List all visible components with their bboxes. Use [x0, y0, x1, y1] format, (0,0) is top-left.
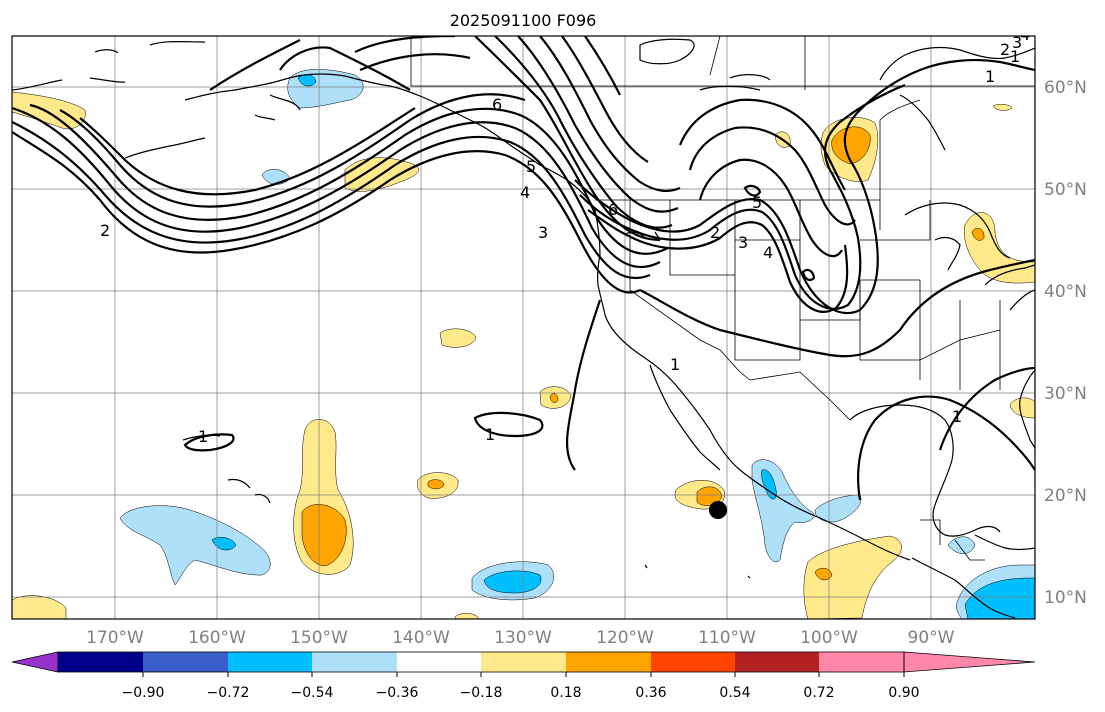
- colorbar-segment: [735, 652, 819, 672]
- political-borders: [410, 36, 1035, 561]
- lon-label: 90°W: [908, 628, 955, 648]
- negative-anomaly: [211, 537, 237, 551]
- lon-label: 140°W: [392, 628, 450, 648]
- lat-label: 30°N: [1044, 384, 1087, 404]
- lat-label: 40°N: [1044, 282, 1087, 302]
- positive-anomaly: [301, 504, 347, 567]
- contour-label: 1: [485, 425, 495, 444]
- positive-anomaly: [549, 393, 559, 404]
- contour-label: 6: [492, 95, 502, 114]
- lon-label: 160°W: [188, 628, 246, 648]
- colorbar-tick-label: 0.54: [719, 685, 750, 701]
- map-area: 1 2 3 4 5 6 1 2 3 4 5 6 1 2 3 4 5 1 1 1: [12, 17, 1035, 619]
- colorbar-extend-low: [11, 651, 59, 673]
- positive-anomaly: [427, 479, 445, 490]
- longitude-labels: 170°W 160°W 150°W 140°W 130°W 120°W 110°…: [86, 628, 955, 648]
- contour-label: 3: [538, 223, 548, 242]
- latitude-labels: 60°N 50°N 40°N 30°N 20°N 10°N: [1044, 78, 1087, 608]
- contour-label: 5: [526, 157, 536, 176]
- colorbar-segment: [397, 652, 481, 672]
- contour-label: 1: [198, 427, 208, 446]
- lon-label: 130°W: [494, 628, 552, 648]
- positive-anomaly: [992, 104, 1013, 111]
- colorbar-segment: [58, 652, 143, 672]
- lon-label: 110°W: [698, 628, 756, 648]
- figure-title: 2025091100 F096: [450, 11, 597, 30]
- height-contours: [12, 36, 1035, 501]
- lon-label: 150°W: [290, 628, 348, 648]
- contour-label: 6: [608, 200, 618, 219]
- colorbar-segment: [312, 652, 397, 672]
- colorbar-tick-label: 0.18: [550, 685, 581, 701]
- negative-anomaly: [964, 577, 1035, 619]
- positive-anomaly: [12, 91, 86, 130]
- negative-anomaly: [261, 169, 291, 185]
- lat-label: 20°N: [1044, 486, 1087, 506]
- contour-label: 1: [952, 407, 962, 426]
- colorbar-segment: [481, 652, 566, 672]
- colorbar-tick-label: −0.90: [122, 685, 165, 701]
- lat-label: 10°N: [1044, 588, 1087, 608]
- colorbar-segment: [566, 652, 651, 672]
- colorbar-segment: [143, 652, 228, 672]
- negative-anomaly: [947, 536, 976, 554]
- positive-anomaly: [439, 328, 477, 348]
- contour-label: 2: [710, 223, 720, 242]
- lon-label: 100°W: [800, 628, 858, 648]
- positive-anomaly: [1009, 397, 1035, 419]
- positive-anomaly: [964, 212, 1035, 284]
- positive-anomaly: [814, 567, 833, 581]
- colorbar-tick-label: −0.54: [291, 685, 334, 701]
- negative-anomaly: [814, 494, 862, 523]
- contour-label: 1: [1010, 47, 1020, 66]
- negative-anomaly: [761, 469, 777, 500]
- negative-anomaly: [119, 505, 271, 586]
- coastlines: [12, 38, 1035, 619]
- contour-label: 3: [738, 233, 748, 252]
- colorbar-ticks: [142, 672, 905, 677]
- colorbar-tick-label: 0.36: [635, 685, 666, 701]
- colorbar-tick-label: −0.18: [460, 685, 503, 701]
- positive-anomaly: [12, 595, 67, 619]
- positive-anomaly: [971, 227, 985, 241]
- negative-anomaly: [483, 570, 542, 594]
- storm-center-marker: [709, 501, 727, 519]
- contour-label: 5: [1012, 17, 1022, 36]
- contour-label: 4: [763, 243, 773, 262]
- map-frame: [11, 35, 1036, 620]
- colorbar-tick-label: −0.36: [376, 685, 419, 701]
- lat-label: 60°N: [1044, 78, 1087, 98]
- positive-anomaly: [803, 535, 902, 619]
- colorbar-tick-label: 0.90: [888, 685, 919, 701]
- colorbar-segment: [819, 652, 904, 672]
- positive-anomaly: [696, 486, 723, 506]
- contour-label: 5: [752, 193, 762, 212]
- contour-label: 2: [1000, 40, 1010, 59]
- colorbar-tick-label: 0.72: [803, 685, 834, 701]
- contour-label: 4: [1020, 25, 1030, 44]
- positive-anomaly: [454, 613, 479, 619]
- contour-label: 1: [985, 67, 995, 86]
- colorbar-tick-label: −0.72: [207, 685, 250, 701]
- colorbar-segment: [228, 652, 312, 672]
- contour-label: 4: [520, 183, 530, 202]
- colorbar: −0.90 −0.72 −0.54 −0.36 −0.18 0.18 0.36 …: [11, 651, 1036, 701]
- contour-label: 3: [1012, 33, 1022, 52]
- contour-labels: 1 2 3 4 5 6 1 2 3 4 5 6 1 2 3 4 5 1 1 1: [100, 17, 1030, 446]
- contour-label: 2: [100, 221, 110, 240]
- lat-label: 50°N: [1044, 180, 1087, 200]
- anomaly-fills: [12, 69, 1035, 619]
- lon-label: 120°W: [596, 628, 654, 648]
- lon-label: 170°W: [86, 628, 144, 648]
- contour-label: 1: [670, 355, 680, 374]
- colorbar-segment: [651, 652, 735, 672]
- colorbar-extend-high: [903, 651, 1036, 673]
- positive-anomaly: [831, 126, 871, 165]
